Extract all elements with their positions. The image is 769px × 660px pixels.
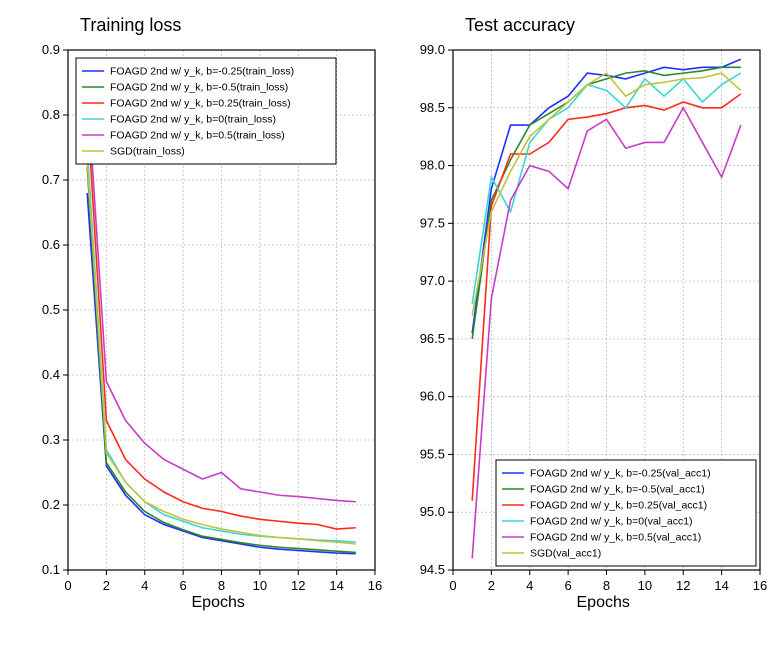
y-tick-label: 98.5 [420,100,445,115]
legend-label: SGD(val_acc1) [530,548,601,560]
legend-label: FOAGD 2nd w/ y_k, b=-0.25(train_loss) [110,66,294,78]
legend-label: FOAGD 2nd w/ y_k, b=0.5(val_acc1) [530,532,701,544]
x-tick-label: 12 [676,578,690,593]
y-tick-label: 99.0 [420,42,445,57]
x-tick-label: 2 [488,578,495,593]
y-tick-label: 97.5 [420,215,445,230]
y-tick-label: 0.8 [42,107,60,122]
x-tick-label: 12 [291,578,305,593]
x-tick-label: 4 [141,578,148,593]
y-tick-label: 0.7 [42,172,60,187]
chart-title: Test accuracy [465,15,575,36]
x-tick-label: 16 [753,578,767,593]
y-tick-label: 0.5 [42,302,60,317]
x-axis-label: Epochs [577,594,630,612]
x-tick-label: 4 [526,578,533,593]
figure-container: Training loss 0 2 4 6 8 10 12 14 16 0.1 0.2 0.3 0.4 0.… [10,10,759,650]
y-tick-label: 98.0 [420,158,445,173]
x-tick-label: 6 [180,578,187,593]
legend-label: FOAGD 2nd w/ y_k, b=0(train_loss) [110,114,276,126]
x-tick-label: 6 [565,578,572,593]
x-tick-label: 16 [368,578,382,593]
y-tick-label: 0.4 [42,367,60,382]
y-tick-label: 95.5 [420,446,445,461]
y-tick-label: 95.0 [420,504,445,519]
y-tick-label: 96.5 [420,331,445,346]
x-tick-label: 10 [253,578,267,593]
y-tick-label: 0.9 [42,42,60,57]
y-tick-label: 0.3 [42,432,60,447]
x-tick-label: 2 [103,578,110,593]
x-tick-label: 10 [638,578,652,593]
y-tick-label: 0.1 [42,562,60,577]
panel-test-accuracy: Test accuracy 0 2 4 6 8 10 12 14 16 94.5 95.0 95.5 96… [395,10,769,650]
y-tick-label: 0.6 [42,237,60,252]
x-tick-label: 8 [218,578,225,593]
legend-label: FOAGD 2nd w/ y_k, b=0.25(train_loss) [110,98,291,110]
x-tick-label: 14 [329,578,343,593]
x-tick-label: 0 [64,578,71,593]
x-axis-label: Epochs [192,594,245,612]
legend-label: FOAGD 2nd w/ y_k, b=-0.5(val_acc1) [530,484,705,496]
panel-training-loss: Training loss 0 2 4 6 8 10 12 14 16 0.1 0.2 0.3 0.4 0.… [10,10,385,650]
x-tick-label: 8 [603,578,610,593]
y-tick-label: 97.0 [420,273,445,288]
x-tick-label: 14 [714,578,728,593]
legend-label: FOAGD 2nd w/ y_k, b=0.25(val_acc1) [530,500,707,512]
chart-svg: 0 2 4 6 8 10 12 14 16 0.1 0.2 0.3 0.4 0.5 0.6 0.7 0.8 0.9… [10,10,385,610]
legend-label: FOAGD 2nd w/ y_k, b=-0.25(val_acc1) [530,468,711,480]
legend-label: FOAGD 2nd w/ y_k, b=-0.5(train_loss) [110,82,288,94]
legend-label: FOAGD 2nd w/ y_k, b=0(val_acc1) [530,516,693,528]
y-tick-label: 94.5 [420,562,445,577]
legend-label: SGD(train_loss) [110,146,185,158]
y-tick-label: 0.2 [42,497,60,512]
y-tick-label: 96.0 [420,389,445,404]
x-tick-label: 0 [449,578,456,593]
chart-svg: 0 2 4 6 8 10 12 14 16 94.5 95.0 95.5 96.0 96.5 97.0 97.… [395,10,769,610]
legend-label: FOAGD 2nd w/ y_k, b=0.5(train_loss) [110,130,285,142]
chart-title: Training loss [80,15,181,36]
